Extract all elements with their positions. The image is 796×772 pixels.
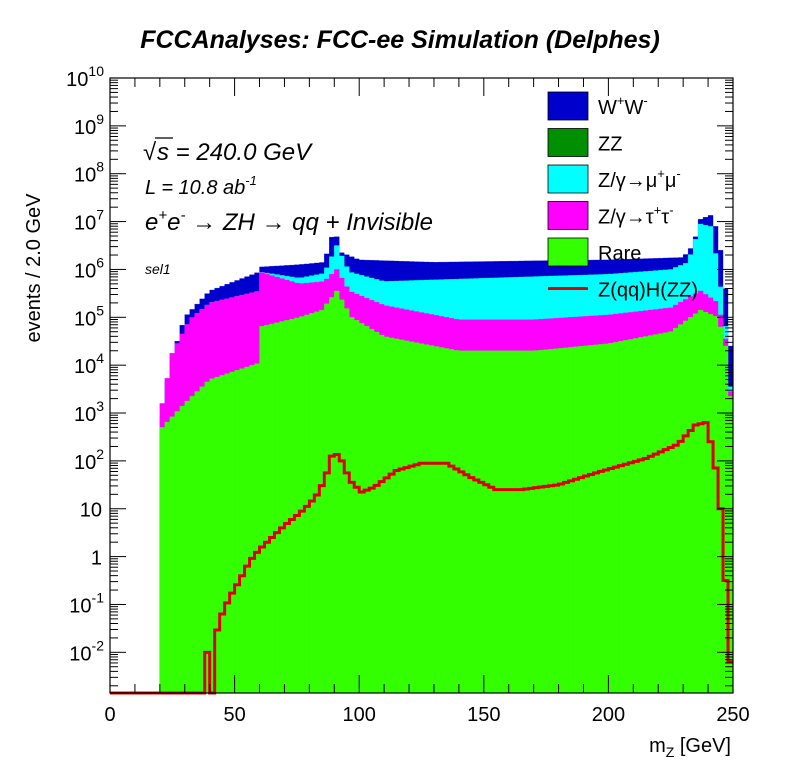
annotation-sqrt-s: √ s = 240.0 GeV [143,137,313,166]
x-tick-label: 100 [343,704,376,726]
y-tick-label: 104 [74,350,104,378]
x-tick-label: 0 [104,704,115,726]
legend-label: ZZ [598,134,622,156]
legend-entry: Z/γ→μ+μ- [547,164,681,194]
annotation-lumi: L = 10.8 ab-1 [145,173,257,199]
annotation-process: e+e- → ZH → qq + Invisible [145,207,433,236]
process-e1: e [145,209,158,236]
legend-entry: Z/γ→τ+τ- [547,201,674,230]
y-tick-label: 10 [80,500,102,522]
x-axis-label-unit: [GeV] [674,735,731,757]
legend-entry: Z(qq)H(ZZ) [548,280,698,302]
annotation-selection: sel1 [145,261,171,277]
lumi-text: L = 10.8 ab [145,177,245,199]
x-tick-label: 50 [223,704,245,726]
x-axis-label-main: m [649,735,666,757]
process-arrow: → [185,209,222,236]
legend-entry: W+W- [547,91,648,121]
stack-series-rare [159,290,734,694]
y-axis-ticks: 10-2 10-1 1 10 102 103 104 105 106 107 108 109 1010 [66,63,733,687]
x-tick-label: 200 [592,704,625,726]
sqrt-s-text: s = 240.0 GeV [157,139,313,166]
legend: W+W- ZZ Z/γ→μ+μ- Z/γ→τ+τ- Rare Z(qq)H(ZZ) [547,91,698,302]
y-tick-label: 105 [74,302,104,330]
x-axis-label-sub: Z [666,744,675,760]
x-axis-ticks: 0 50 100 150 200 250 [104,78,750,726]
x-tick-label: 250 [716,704,749,726]
legend-swatch [547,201,589,230]
legend-swatch [547,164,589,194]
legend-swatch [547,237,589,267]
y-tick-label: 107 [74,207,104,235]
y-tick-label: 1010 [66,63,104,91]
y-tick-label: 108 [74,159,104,187]
legend-entry: ZZ [547,128,622,157]
legend-label: Rare [598,243,641,265]
process-e1-sup: + [158,207,167,224]
signal-line [110,421,733,695]
legend-label: Z(qq)H(ZZ) [598,280,698,302]
process-e2-sup: - [180,207,185,224]
legend-label: W+W- [598,93,648,119]
x-tick-label: 150 [467,704,500,726]
y-tick-label: 1 [91,548,102,570]
legend-label: Z/γ→τ+τ- [598,203,674,229]
legend-label: Z/γ→μ+μ- [598,166,681,192]
x-axis-label: mZ [GeV] [649,735,731,760]
y-tick-label: 109 [74,111,104,139]
legend-swatch [547,91,589,121]
stack-bars [159,215,734,694]
y-tick-label: 102 [74,446,104,474]
y-tick-label: 103 [74,398,104,426]
chart-title: FCCAnalyses: FCC-ee Simulation (Delphes) [140,26,660,54]
y-tick-label: 10-1 [69,589,104,617]
process-text: ZH → qq + Invisible [222,209,433,236]
process-e2: e [167,209,180,236]
signal-layer [110,421,733,695]
lumi-sup: -1 [245,173,257,188]
plot-frame [109,77,734,694]
y-axis-label: events / 2.0 GeV [23,193,45,343]
legend-entry: Rare [547,237,641,267]
y-tick-label: 106 [74,254,104,282]
y-tick-label: 10-2 [69,637,104,665]
sqrt-symbol: √ [143,139,157,166]
legend-swatch [547,128,589,157]
